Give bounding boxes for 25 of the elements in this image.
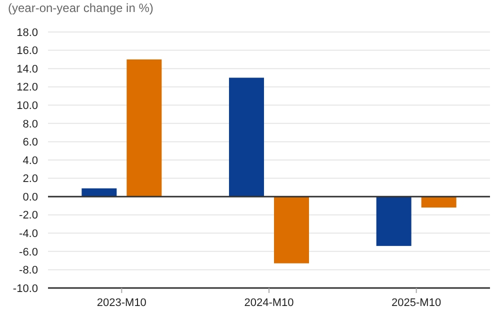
y-tick-label: 0.0	[22, 191, 38, 204]
x-tick-label: 2024-M10	[244, 297, 294, 309]
bar	[274, 196, 309, 264]
bar	[126, 59, 162, 197]
y-tick-label: 2.0	[22, 173, 38, 186]
y-tick-label: 6.0	[22, 136, 38, 149]
y-tick-label: -10.0	[12, 282, 38, 295]
y-tick-label: -2.0	[19, 210, 38, 222]
y-tick-label: 8.0	[22, 118, 38, 130]
x-tick-label: 2023-M10	[96, 297, 146, 309]
bar	[229, 78, 264, 197]
x-tick-label: 2025-M10	[392, 297, 442, 309]
y-tick-label: 12.0	[16, 82, 38, 94]
y-tick-label: 10.0	[16, 100, 38, 112]
bar	[82, 188, 117, 197]
y-tick-label: 18.0	[16, 26, 38, 39]
bar	[421, 196, 456, 208]
chart-subtitle: (year-on-year change in %)	[8, 1, 154, 15]
y-tick-label: 4.0	[22, 154, 38, 167]
y-tick-label: -6.0	[19, 246, 38, 258]
y-tick-label: 14.0	[16, 63, 38, 76]
y-tick-label: -8.0	[19, 264, 38, 277]
y-tick-label: 16.0	[16, 45, 38, 58]
y-tick-label: -4.0	[19, 228, 38, 240]
bar	[376, 196, 412, 246]
